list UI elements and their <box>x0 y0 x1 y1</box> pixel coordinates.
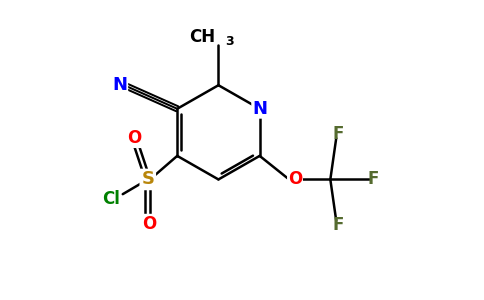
Text: F: F <box>332 125 343 143</box>
Text: 3: 3 <box>225 34 233 48</box>
Text: F: F <box>367 170 378 188</box>
Text: N: N <box>112 76 127 94</box>
Text: F: F <box>332 216 343 234</box>
Text: O: O <box>127 129 142 147</box>
Text: Cl: Cl <box>102 190 120 208</box>
Text: S: S <box>141 170 154 188</box>
Text: O: O <box>142 214 156 232</box>
Text: N: N <box>252 100 267 118</box>
Text: O: O <box>288 170 302 188</box>
Text: CH: CH <box>189 28 215 46</box>
